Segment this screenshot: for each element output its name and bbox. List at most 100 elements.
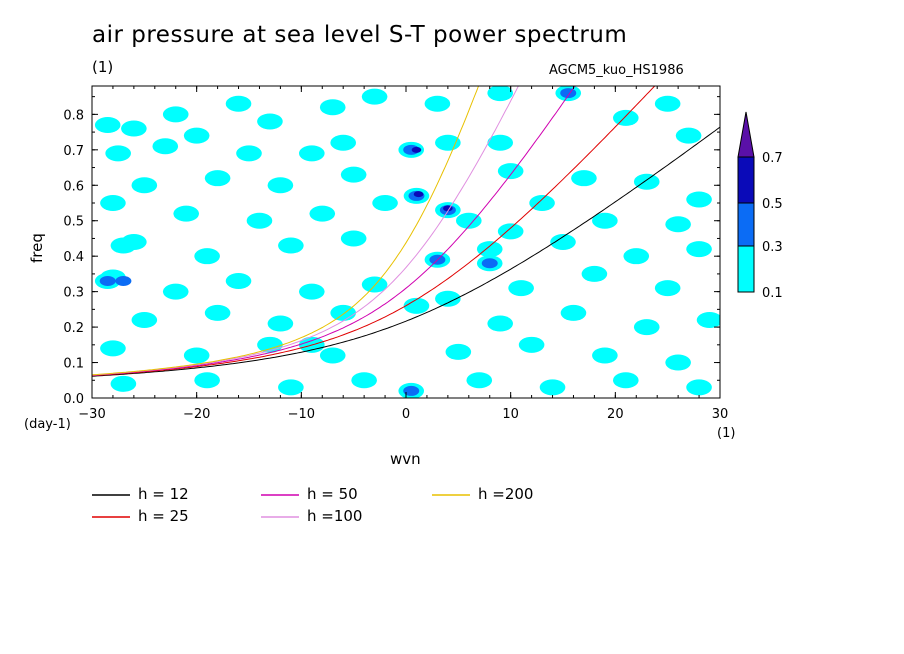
power-patch bbox=[162, 106, 189, 123]
power-patch bbox=[654, 95, 681, 112]
power-patch bbox=[330, 134, 357, 151]
x-axis: −30 −20 −10 0 10 20 30 bbox=[78, 86, 728, 422]
y-tick-label: 0.8 bbox=[63, 108, 84, 123]
colorbar-label: 0.1 bbox=[762, 286, 783, 301]
legend-label: h = 50 bbox=[307, 485, 358, 503]
power-patch bbox=[424, 95, 451, 112]
colorbar-box bbox=[737, 202, 755, 247]
colorbar-box bbox=[737, 156, 755, 204]
colorbar-arrow bbox=[737, 111, 755, 158]
power-patch bbox=[497, 223, 524, 240]
colorbar: 0.1 0.3 0.5 0.7 bbox=[737, 111, 783, 301]
y-tick-label: 0.6 bbox=[63, 179, 84, 194]
power-patch bbox=[372, 195, 398, 211]
legend-label: h =200 bbox=[478, 485, 534, 503]
power-patch bbox=[173, 205, 199, 222]
power-patch bbox=[592, 347, 618, 364]
power-patch bbox=[497, 163, 524, 180]
power-patch bbox=[299, 283, 325, 300]
power-patch bbox=[131, 312, 158, 328]
dispersion-curve bbox=[92, 126, 720, 377]
power-patch bbox=[100, 340, 126, 357]
power-patch bbox=[194, 372, 220, 389]
power-patch bbox=[162, 283, 189, 300]
power-patch bbox=[560, 304, 587, 321]
x-axis-unit: (1) bbox=[717, 426, 736, 441]
power-patch bbox=[194, 248, 220, 265]
power-patch bbox=[696, 312, 720, 328]
y-tick-label: 0.7 bbox=[63, 144, 84, 159]
power-patch bbox=[299, 145, 325, 162]
power-patch bbox=[121, 120, 147, 137]
power-patch bbox=[246, 212, 273, 229]
power-patch bbox=[529, 195, 555, 211]
power-patch bbox=[152, 138, 179, 155]
power-patch bbox=[435, 134, 461, 151]
power-patch bbox=[592, 212, 618, 229]
legend-label: h = 25 bbox=[138, 507, 189, 525]
power-patch bbox=[115, 276, 132, 286]
chart-units-label: (1) bbox=[92, 58, 114, 76]
power-patch bbox=[105, 145, 131, 162]
power-patch bbox=[613, 109, 639, 126]
power-patch bbox=[100, 195, 126, 211]
power-patch bbox=[665, 216, 691, 233]
x-tick-label: −10 bbox=[288, 407, 315, 422]
y-tick-label: 0.1 bbox=[63, 357, 84, 372]
power-patch bbox=[413, 191, 424, 198]
power-patch bbox=[204, 304, 231, 321]
power-patch bbox=[487, 86, 513, 102]
power-patch bbox=[456, 212, 482, 229]
dispersion-curve bbox=[92, 86, 480, 376]
power-patch bbox=[481, 258, 498, 269]
power-patch bbox=[225, 95, 252, 112]
colorbar-label: 0.3 bbox=[762, 240, 783, 255]
power-patch bbox=[466, 372, 493, 389]
power-patch bbox=[225, 273, 252, 289]
y-tick-label: 0.2 bbox=[63, 321, 84, 336]
legend-label: h = 12 bbox=[138, 485, 189, 503]
power-patch bbox=[110, 237, 137, 254]
power-patch bbox=[487, 315, 513, 332]
power-patch bbox=[99, 276, 116, 286]
colorbar-label: 0.7 bbox=[762, 151, 783, 166]
power-patch bbox=[581, 265, 608, 282]
power-patch bbox=[183, 347, 210, 364]
power-patch bbox=[403, 385, 420, 396]
power-patch bbox=[351, 372, 377, 389]
legend-label: h =100 bbox=[307, 507, 363, 525]
y-tick-label: 0.4 bbox=[63, 250, 84, 265]
power-patch bbox=[267, 315, 294, 332]
power-patch bbox=[487, 134, 513, 151]
power-patch bbox=[686, 379, 712, 396]
power-patch bbox=[94, 117, 121, 133]
colorbar-box bbox=[737, 245, 755, 293]
x-tick-label: −30 bbox=[78, 407, 105, 422]
x-tick-label: 20 bbox=[607, 407, 624, 422]
power-patch bbox=[665, 354, 691, 371]
dispersion-curves bbox=[92, 86, 720, 377]
model-source-label: AGCM5_kuo_HS1986 bbox=[549, 63, 684, 78]
power-patch bbox=[686, 241, 712, 258]
power-patch bbox=[319, 347, 346, 364]
y-tick-label: 0.5 bbox=[63, 215, 84, 230]
power-patch bbox=[686, 191, 712, 208]
power-patch bbox=[340, 166, 367, 183]
x-tick-label: 10 bbox=[502, 407, 519, 422]
power-patch bbox=[361, 276, 388, 293]
x-tick-label: 30 bbox=[712, 407, 729, 422]
x-tick-label: −20 bbox=[183, 407, 210, 422]
power-patch bbox=[539, 379, 566, 396]
power-patch bbox=[411, 146, 422, 153]
y-tick-label: 0.0 bbox=[63, 392, 84, 407]
y-axis-label: freq bbox=[28, 233, 46, 263]
power-patch bbox=[445, 343, 472, 360]
power-patch bbox=[435, 290, 461, 307]
power-patch bbox=[340, 230, 367, 247]
power-patch bbox=[204, 170, 231, 187]
y-axis: 0.0 0.1 0.2 0.3 0.4 0.5 0.6 0.7 0.8 bbox=[63, 96, 720, 407]
power-patch bbox=[633, 319, 660, 336]
power-patch bbox=[508, 280, 534, 297]
power-patch bbox=[361, 88, 388, 105]
